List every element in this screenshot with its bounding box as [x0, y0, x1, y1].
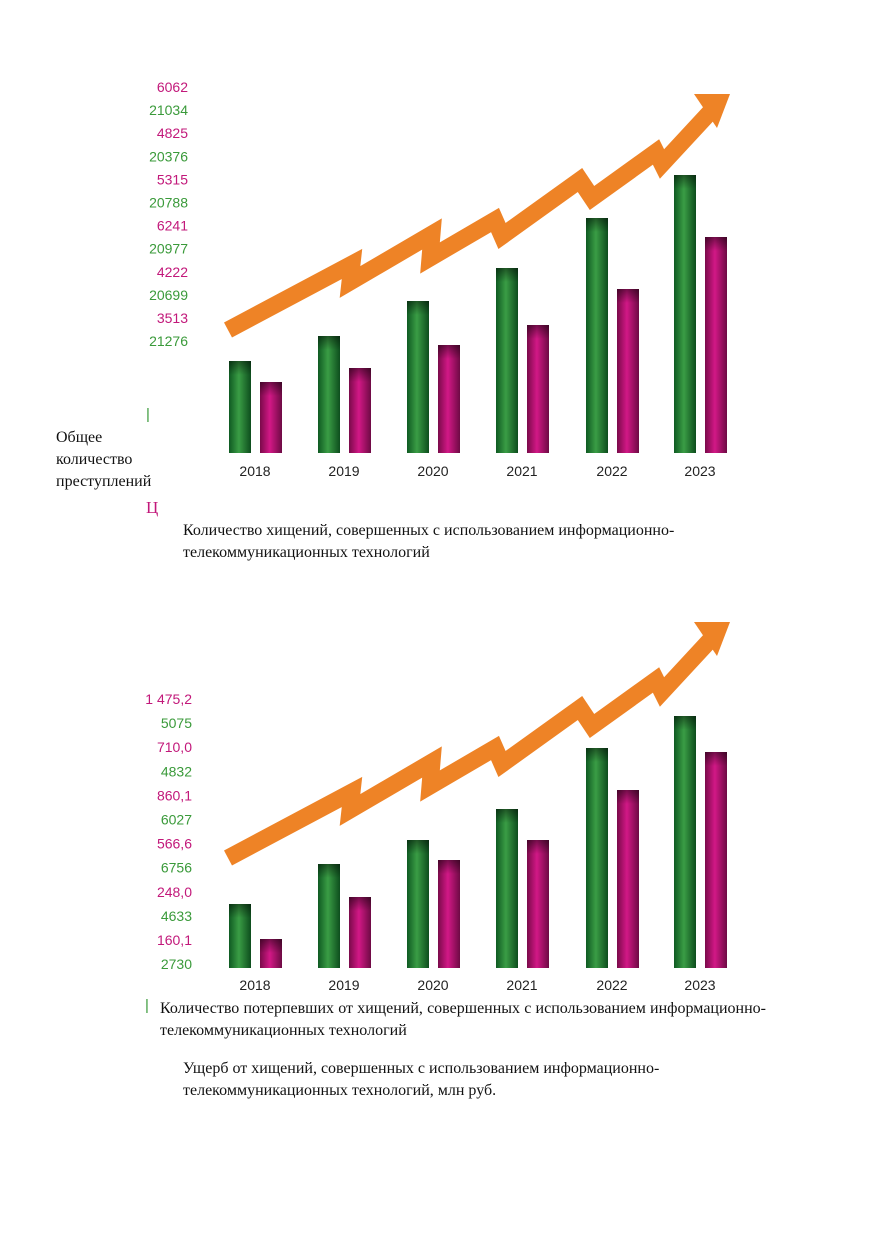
bar-series1-2018 [229, 904, 251, 968]
bar-series1-2019 [318, 336, 340, 453]
bar-shade [496, 809, 518, 823]
bar-series1-2018 [229, 361, 251, 453]
data-value-label: 6062 [157, 79, 188, 95]
bar-shade [260, 939, 282, 953]
bar-series1-2021 [496, 268, 518, 453]
bar-series1-2022 [586, 748, 608, 968]
bar-shade [674, 175, 696, 189]
legend-label-ict-thefts: Количество хищений, совершенных с исполь… [183, 522, 675, 561]
bar-series2-2021 [527, 325, 549, 453]
bar-shade [674, 716, 696, 730]
bar-shade [438, 345, 460, 359]
x-tick-label: 2023 [684, 977, 715, 993]
data-value-label: 3513 [157, 310, 188, 326]
data-value-label: 4633 [161, 908, 192, 924]
bar-shade [349, 368, 371, 382]
x-tick-label: 2018 [239, 463, 270, 479]
trend-arrow-head [694, 622, 730, 656]
bar-shade [407, 301, 429, 315]
data-value-label: 160,1 [157, 932, 192, 948]
data-value-label: 20376 [149, 148, 188, 164]
data-value-label: 5315 [157, 171, 188, 187]
bar-shade [318, 864, 340, 878]
legend-label-total-crimes: Общее количество преступлений [56, 429, 152, 490]
bar-shade [229, 361, 251, 375]
bar-series1-2021 [496, 809, 518, 968]
data-value-label: 566,6 [157, 836, 192, 852]
bar-series1-2020 [407, 840, 429, 968]
x-tick-label: 2018 [239, 977, 270, 993]
x-tick-label: 2019 [328, 977, 359, 993]
data-value-label: 21276 [149, 333, 188, 349]
bar-shade [705, 237, 727, 251]
legend-marker-2: Ц [146, 498, 159, 517]
data-value-label: 860,1 [157, 787, 192, 803]
data-value-label: 20977 [149, 241, 188, 257]
trend-arrow-line [224, 632, 719, 866]
x-tick-label: 2022 [596, 977, 627, 993]
data-value-label: 248,0 [157, 884, 192, 900]
bar-shade [586, 218, 608, 232]
data-value-label: 2730 [161, 956, 192, 972]
bar-series1-2020 [407, 301, 429, 453]
bar-series2-2023 [705, 237, 727, 453]
trend-arrow-line [224, 104, 719, 338]
bar-series2-2019 [349, 897, 371, 968]
x-tick-label: 2019 [328, 463, 359, 479]
x-tick-label: 2023 [684, 463, 715, 479]
data-value-label: 4222 [157, 264, 188, 280]
bar-series1-2022 [586, 218, 608, 453]
bar-series1-2023 [674, 716, 696, 968]
x-tick-label: 2020 [417, 463, 448, 479]
bar-shade [527, 840, 549, 854]
legend-marker-3: | [145, 997, 149, 1014]
bar-series1-2023 [674, 175, 696, 453]
trend-arrow-head [694, 94, 730, 128]
bar-shade [260, 382, 282, 396]
bar-shade [496, 268, 518, 282]
bar-series2-2021 [527, 840, 549, 968]
data-value-label: 1 475,2 [145, 691, 192, 707]
bar-series2-2023 [705, 752, 727, 968]
legend-label-damage: Ущерб от хищений, совершенных с использо… [183, 1060, 660, 1099]
bar-series2-2022 [617, 790, 639, 968]
bar-shade [705, 752, 727, 766]
bar-series2-2018 [260, 382, 282, 453]
bar-shade [586, 748, 608, 762]
bar-series1-2019 [318, 864, 340, 968]
bar-series2-2020 [438, 860, 460, 968]
bar-series2-2019 [349, 368, 371, 453]
chart-1: 2018 2019 2020 2021 2022 2023 6062 21034 4825 20… [149, 79, 730, 479]
x-tick-label: 2022 [596, 463, 627, 479]
bar-shade [617, 790, 639, 804]
bar-shade [349, 897, 371, 911]
bar-shade [438, 860, 460, 874]
data-value-label: 710,0 [157, 739, 192, 755]
data-value-label: 4832 [161, 763, 192, 779]
data-value-label: 6756 [161, 860, 192, 876]
bar-shade [229, 904, 251, 918]
x-tick-label: 2021 [506, 463, 537, 479]
bar-series2-2022 [617, 289, 639, 453]
x-tick-label: 2021 [506, 977, 537, 993]
x-tick-label: 2020 [417, 977, 448, 993]
bar-shade [407, 840, 429, 854]
legend-label-victims: Количество потерпевших от хищений, совер… [160, 1000, 766, 1039]
data-value-label: 6027 [161, 812, 192, 828]
data-value-label: 6241 [157, 218, 188, 234]
data-value-label: 4825 [157, 125, 188, 141]
data-value-label: 20699 [149, 287, 188, 303]
chart-2: 2018 2019 2020 2021 2022 2023 1 475,2 5075 710,… [145, 622, 730, 993]
bar-series2-2020 [438, 345, 460, 453]
data-value-label: 21034 [149, 102, 188, 118]
legend-marker-1: | [146, 406, 150, 423]
bar-shade [617, 289, 639, 303]
data-value-label: 5075 [161, 715, 192, 731]
data-value-label: 20788 [149, 195, 188, 211]
bar-shade [527, 325, 549, 339]
bar-shade [318, 336, 340, 350]
